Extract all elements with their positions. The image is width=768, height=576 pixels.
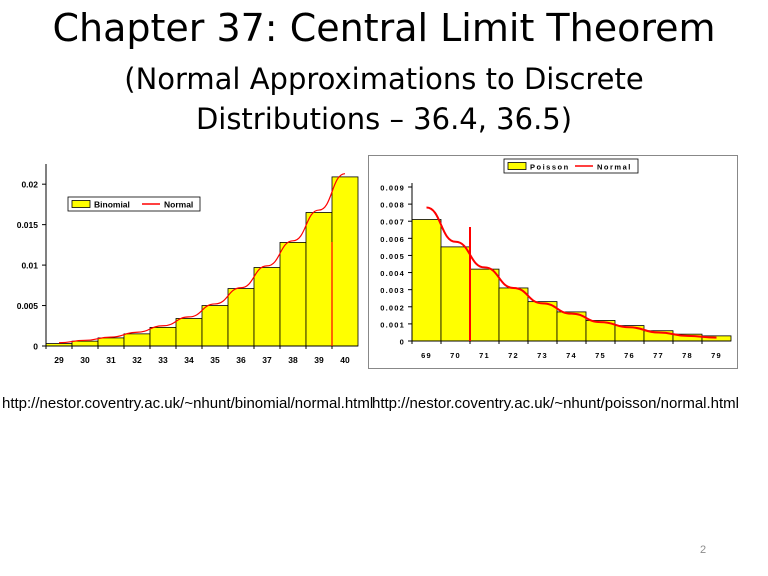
bar-33 bbox=[149, 326, 177, 347]
y-tick-label-0: 0 bbox=[400, 338, 405, 347]
y-tick-label-0.02: 0.02 bbox=[21, 180, 38, 190]
slide-subtitle-line-2: Distributions – 36.4, 36.5) bbox=[195, 102, 573, 136]
bar-40 bbox=[331, 176, 359, 347]
x-tick-label-33: 33 bbox=[158, 355, 168, 365]
x-tick-label-79: 79 bbox=[711, 351, 722, 360]
x-tick-label-34: 34 bbox=[184, 355, 194, 365]
x-tick-label-74: 74 bbox=[566, 351, 577, 360]
bar-34 bbox=[175, 318, 203, 347]
y-tick-label-0.01: 0.01 bbox=[21, 261, 38, 271]
y-tick-label-0.015: 0.015 bbox=[17, 220, 39, 230]
bar-35 bbox=[201, 305, 229, 347]
y-tick-label-0.004: 0.004 bbox=[380, 269, 405, 278]
x-tick-label-69: 69 bbox=[421, 351, 432, 360]
y-tick-label-0.002: 0.002 bbox=[380, 303, 405, 312]
x-tick-label-75: 75 bbox=[595, 351, 606, 360]
bar-69 bbox=[411, 219, 442, 342]
legend-swatch-bars bbox=[507, 162, 527, 170]
y-tick-label-0.005: 0.005 bbox=[17, 301, 39, 311]
y-tick-label-0.007: 0.007 bbox=[380, 218, 405, 227]
bar-72 bbox=[498, 287, 529, 342]
y-tick-label-0.008: 0.008 bbox=[380, 201, 405, 210]
x-tick-label-30: 30 bbox=[80, 355, 90, 365]
poisson-source-url[interactable]: http://nestor.coventry.ac.uk/~nhunt/pois… bbox=[372, 395, 740, 412]
legend-box bbox=[503, 158, 639, 174]
x-tick-label-37: 37 bbox=[262, 355, 272, 365]
bar-30 bbox=[71, 340, 99, 347]
bar-71 bbox=[469, 268, 500, 342]
poisson-normal-chart: 0 0.001 0.002 0.003 0.004 0.005 0.006 0.007 0.00… bbox=[368, 155, 738, 369]
legend-label-normal: Normal bbox=[164, 200, 193, 210]
slide-subtitle-line-1: (Normal Approximations to Discrete bbox=[124, 62, 644, 96]
x-tick-label-71: 71 bbox=[479, 351, 490, 360]
bar-36 bbox=[227, 288, 255, 347]
bar-32 bbox=[123, 333, 151, 347]
legend-box bbox=[67, 196, 201, 212]
bar-74 bbox=[556, 311, 587, 342]
x-tick-label-29: 29 bbox=[54, 355, 64, 365]
x-tick-label-32: 32 bbox=[132, 355, 142, 365]
x-tick-label-36: 36 bbox=[236, 355, 246, 365]
x-tick-label-76: 76 bbox=[624, 351, 635, 360]
x-tick-label-39: 39 bbox=[314, 355, 324, 365]
x-tick-label-38: 38 bbox=[288, 355, 298, 365]
series-line-normal bbox=[58, 173, 346, 344]
x-tick-label-35: 35 bbox=[210, 355, 220, 365]
x-tick-label-73: 73 bbox=[537, 351, 548, 360]
bar-73 bbox=[527, 301, 558, 342]
y-tick-label-0.005: 0.005 bbox=[380, 252, 405, 261]
x-tick-label-70: 70 bbox=[450, 351, 461, 360]
bar-38 bbox=[279, 242, 307, 347]
bar-39 bbox=[305, 212, 333, 347]
page-number: 2 bbox=[700, 544, 707, 556]
y-tick-label-0.001: 0.001 bbox=[380, 320, 405, 329]
y-tick-label-0.006: 0.006 bbox=[380, 235, 405, 244]
legend-label-normal: Normal bbox=[597, 163, 632, 172]
binomial-source-url[interactable]: http://nestor.coventry.ac.uk/~nhunt/bino… bbox=[2, 395, 374, 412]
x-tick-label-77: 77 bbox=[653, 351, 664, 360]
bar-70 bbox=[440, 246, 471, 342]
slide-title: Chapter 37: Central Limit Theorem bbox=[52, 6, 716, 50]
y-tick-label-0.003: 0.003 bbox=[380, 286, 405, 295]
x-tick-label-31: 31 bbox=[106, 355, 116, 365]
y-tick-label-0.009: 0.009 bbox=[380, 184, 405, 193]
y-tick-label-0: 0 bbox=[33, 342, 38, 352]
x-tick-label-78: 78 bbox=[682, 351, 693, 360]
bar-37 bbox=[253, 267, 281, 347]
bar-31 bbox=[97, 337, 125, 347]
series-line-normal bbox=[426, 206, 717, 339]
x-tick-label-72: 72 bbox=[508, 351, 519, 360]
x-tick-label-40: 40 bbox=[340, 355, 350, 365]
legend-label-poisson: Poisson bbox=[530, 163, 570, 172]
legend-label-binomial: Binomial bbox=[94, 200, 130, 210]
legend-swatch-bars bbox=[71, 200, 91, 208]
binomial-normal-chart: 0 0.005 0.01 0.015 0.02 29 30 31 32 33 34 35 36 37 38 3… bbox=[17, 164, 359, 365]
